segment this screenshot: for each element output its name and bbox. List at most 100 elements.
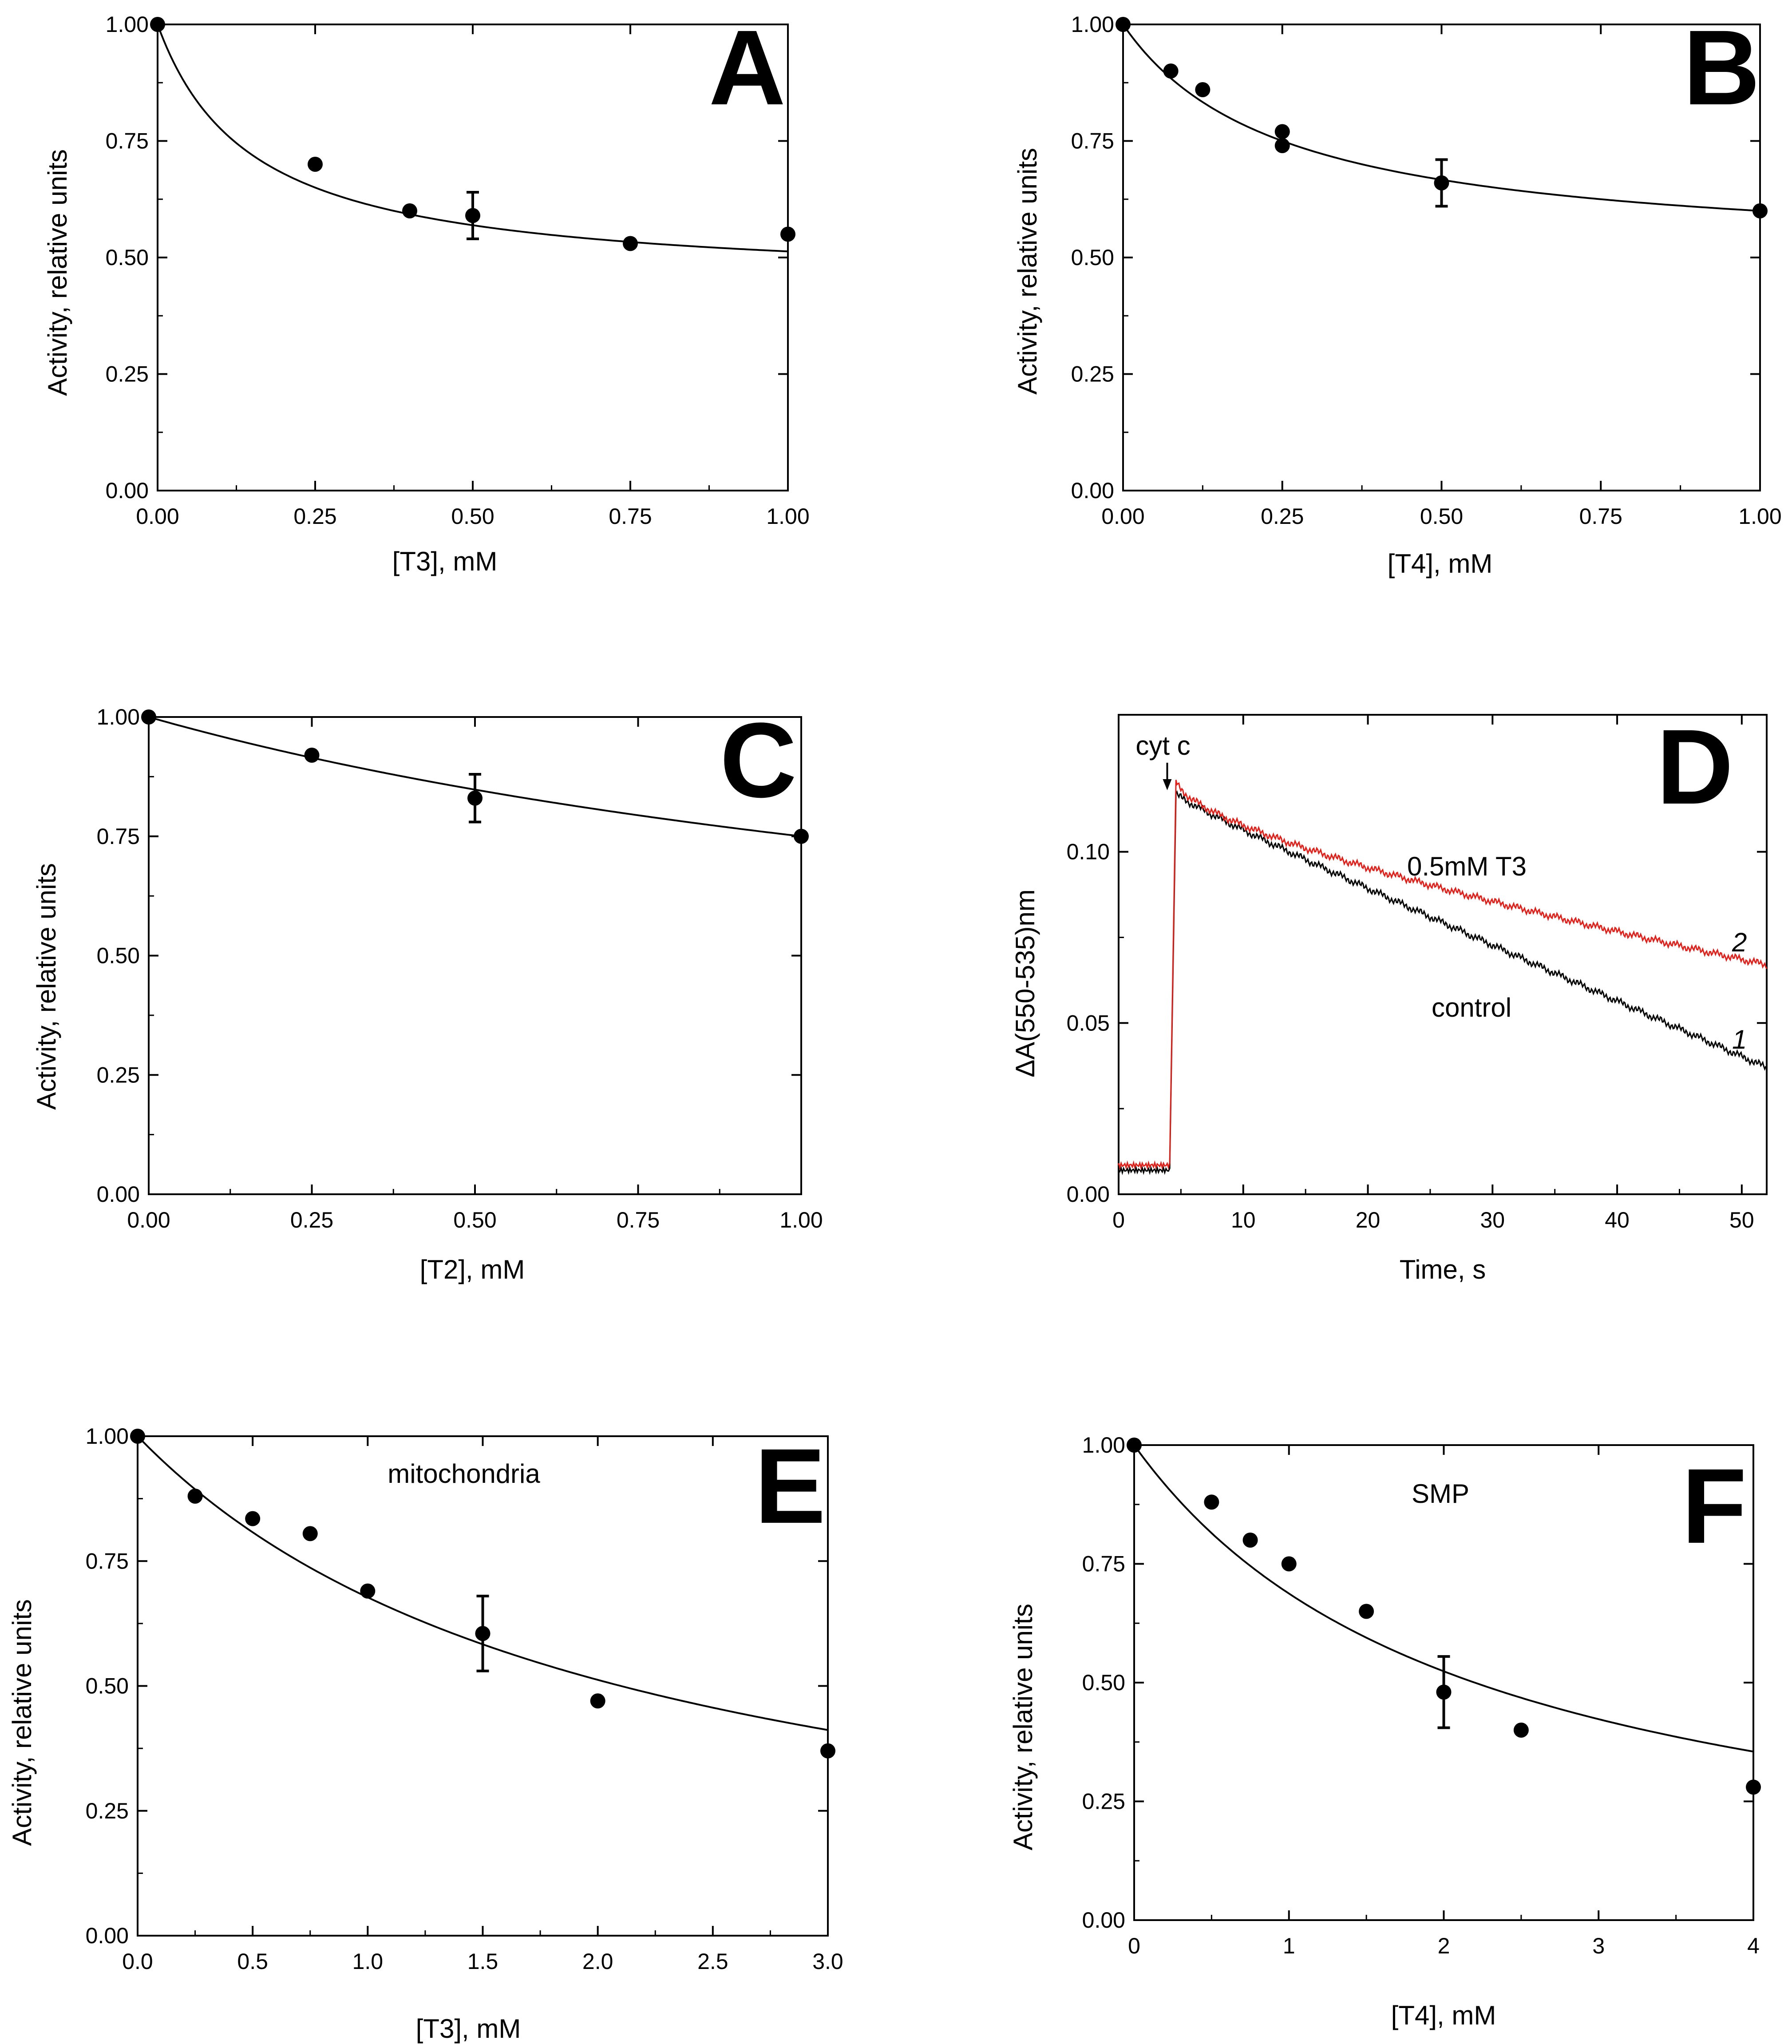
panel-b-x-tick-label: 0.75	[1579, 504, 1622, 529]
panel-f-y-tick-label: 1.00	[1082, 1433, 1125, 1458]
panel-e: E [T3], mM Activity, relative units mito…	[7, 1424, 843, 2044]
panel-d-cyt-c-arrowhead	[1163, 779, 1172, 790]
panel-f-data-point	[1242, 1533, 1258, 1548]
panel-a-data-point	[623, 236, 638, 251]
panel-f-x-tick-label: 4	[1747, 1933, 1760, 1958]
panel-e-x-tick-label: 0.0	[122, 1949, 153, 1974]
panel-e-y-tick-label: 0.00	[86, 1923, 129, 1948]
panel-f-x-tick-label: 3	[1592, 1933, 1605, 1958]
panel-c-y-axis-title: Activity, relative units	[32, 863, 61, 1110]
panel-a-data-point	[402, 203, 417, 218]
panel-f-data-point	[1204, 1494, 1219, 1510]
panel-c-y-tick-label: 0.00	[97, 1182, 140, 1207]
panel-e-x-tick-label: 3.0	[812, 1949, 843, 1974]
panel-a-data-point	[150, 17, 165, 32]
panel-b-x-tick-label: 0.25	[1261, 504, 1304, 529]
panel-e-x-tick-label: 2.0	[582, 1949, 613, 1974]
panel-d-x-tick-label: 50	[1729, 1208, 1754, 1232]
panel-c-x-tick-label: 0.25	[290, 1208, 333, 1232]
panel-f-letter: F	[1681, 1446, 1747, 1565]
panel-f-data-point	[1359, 1604, 1374, 1619]
panel-a-x-axis-title: [T3], mM	[392, 547, 498, 576]
panel-a-y-tick-label: 0.50	[106, 245, 149, 270]
panel-f-y-tick-label: 0.25	[1082, 1789, 1125, 1814]
panel-a-y-tick-label: 0.25	[106, 362, 149, 387]
panel-c-x-tick-label: 0.50	[453, 1208, 496, 1232]
panel-f-y-tick-label: 0.00	[1082, 1908, 1125, 1933]
panel-c-x-tick-label: 0.00	[127, 1208, 170, 1232]
panel-e-y-tick-label: 1.00	[86, 1424, 129, 1449]
panel-e-y-axis-title: Activity, relative units	[7, 1599, 37, 1846]
panel-f-x-tick-label: 0	[1128, 1933, 1140, 1958]
panel-f-y-tick-label: 0.50	[1082, 1670, 1125, 1695]
panel-b-y-tick-label: 1.00	[1071, 12, 1114, 37]
panel-f-x-tick-label: 2	[1438, 1933, 1450, 1958]
panel-b-letter: B	[1683, 8, 1760, 127]
panel-e-x-tick-label: 0.5	[237, 1949, 268, 1974]
panel-a-y-tick-label: 1.00	[106, 12, 149, 37]
panel-f: F [T4], mM Activity, relative units SMP …	[1008, 1433, 1761, 2030]
panel-a-data-point	[308, 157, 323, 172]
panel-d-x-tick-label: 30	[1480, 1208, 1505, 1232]
panel-e-letter: E	[755, 1426, 826, 1545]
panel-c-x-axis-title: [T2], mM	[420, 1255, 525, 1284]
panel-b-data-point	[1274, 124, 1290, 139]
panel-e-x-tick-label: 1.0	[352, 1949, 384, 1974]
panel-a-x-tick-label: 0.75	[609, 504, 652, 529]
panel-b-axes-frame	[1122, 24, 1761, 491]
panel-a-x-tick-label: 0.25	[293, 504, 336, 529]
panel-d-y-tick-label: 0.10	[1067, 840, 1110, 864]
panel-a-x-tick-label: 0.50	[451, 504, 494, 529]
panel-d-y-tick-label: 0.00	[1067, 1182, 1110, 1207]
panel-f-x-tick-label: 1	[1283, 1933, 1295, 1958]
panel-c-data-point	[794, 828, 809, 844]
panel-f-data-point	[1281, 1556, 1297, 1572]
panel-d-x-axis-title: Time, s	[1400, 1255, 1486, 1284]
panel-e-data-point	[187, 1489, 203, 1504]
panel-a: A [T3], mM Activity, relative units 0.00…	[43, 8, 810, 576]
panel-e-y-tick-label: 0.25	[86, 1798, 129, 1823]
panel-b-x-tick-label: 0.00	[1101, 504, 1144, 529]
panel-e-x-tick-label: 1.5	[467, 1949, 498, 1974]
panel-b-data-point	[1752, 203, 1768, 218]
panel-f-data-point	[1746, 1779, 1761, 1795]
panel-a-data-point	[780, 226, 795, 242]
panel-d-x-tick-label: 10	[1231, 1208, 1256, 1232]
panel-e-annotation: mitochondria	[388, 1459, 540, 1489]
panel-d-axes-frame	[1118, 714, 1768, 1195]
panel-c-data-point	[141, 709, 156, 725]
panel-c-letter: C	[720, 701, 797, 820]
panel-e-y-tick-label: 0.50	[86, 1674, 129, 1699]
panel-f-annotation: SMP	[1412, 1479, 1469, 1509]
panel-c-y-tick-label: 0.25	[97, 1062, 140, 1087]
panel-a-letter: A	[709, 8, 786, 127]
panel-a-y-tick-label: 0.75	[106, 129, 149, 154]
panel-c-y-tick-label: 1.00	[97, 705, 140, 729]
panel-c-x-tick-label: 0.75	[617, 1208, 660, 1232]
panel-c-data-point	[467, 790, 483, 806]
panel-b-data-point	[1274, 138, 1290, 153]
panel-c: C [T2], mM Activity, relative units 0.00…	[32, 701, 823, 1284]
panel-d-y-axis-title: ΔA(550-535)nm	[1010, 889, 1040, 1077]
panel-b-y-tick-label: 0.50	[1071, 245, 1114, 270]
panel-e-data-point	[245, 1511, 261, 1526]
panel-e-data-point	[820, 1743, 835, 1759]
panel-c-data-point	[304, 748, 320, 763]
panel-b-x-tick-label: 1.00	[1738, 504, 1781, 529]
panel-d-trace-t3	[1118, 780, 1768, 1170]
panel-c-y-tick-label: 0.75	[97, 824, 140, 849]
panel-f-data-point	[1127, 1438, 1142, 1453]
panel-e-data-point	[590, 1693, 605, 1709]
panel-d-trace-control	[1118, 790, 1767, 1175]
panel-d-letter: D	[1657, 707, 1733, 826]
panel-c-x-tick-label: 1.00	[779, 1208, 823, 1232]
panel-f-y-axis-title: Activity, relative units	[1008, 1604, 1038, 1850]
panel-f-x-axis-title: [T4], mM	[1391, 2000, 1496, 2030]
panel-b-data-point	[1434, 175, 1449, 190]
panel-e-data-point	[302, 1526, 318, 1541]
panel-e-y-tick-label: 0.75	[86, 1549, 129, 1573]
panel-a-axes-frame	[157, 24, 789, 491]
panel-b-y-axis-title: Activity, relative units	[1013, 148, 1042, 395]
panel-a-y-tick-label: 0.00	[106, 478, 149, 503]
